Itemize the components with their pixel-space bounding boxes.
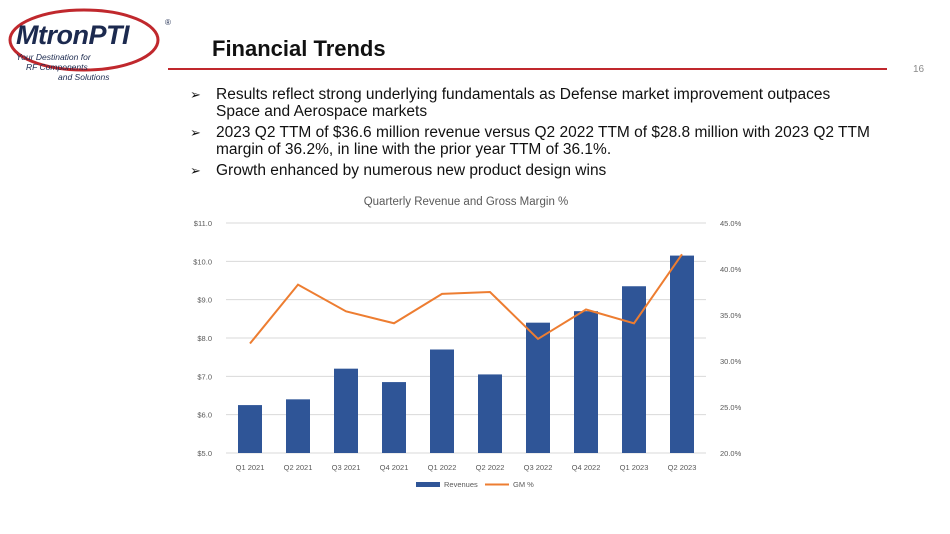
- y-left-tick-label: $6.0: [197, 411, 212, 420]
- x-tick-label: Q4 2021: [380, 463, 409, 472]
- revenue-bar: [478, 374, 502, 453]
- x-tick-label: Q3 2022: [524, 463, 553, 472]
- y-left-tick-label: $11.0: [194, 219, 212, 228]
- gm-percent-line: [249, 253, 683, 345]
- revenue-bar: [622, 286, 646, 453]
- revenue-bar: [238, 405, 262, 453]
- y-left-tick-label: $9.0: [197, 296, 212, 305]
- y-right-tick-label: 30.0%: [720, 357, 742, 366]
- y-left-tick-label: $7.0: [197, 372, 212, 381]
- y-right-tick-label: 45.0%: [720, 219, 742, 228]
- x-tick-label: Q2 2022: [476, 463, 505, 472]
- y-right-tick-label: 40.0%: [720, 265, 742, 274]
- y-right-tick-label: 25.0%: [720, 403, 742, 412]
- revenue-bar: [526, 322, 550, 453]
- bullet-item: ➢ Results reflect strong underlying funda…: [190, 86, 870, 120]
- logo-swoosh: [8, 8, 160, 72]
- bullet-item: ➢ 2023 Q2 TTM of $36.6 million revenue ve…: [190, 124, 870, 158]
- revenue-margin-chart: Quarterly Revenue and Gross Margin % $5.0…: [193, 196, 742, 489]
- y-right-tick-label: 20.0%: [720, 449, 742, 458]
- x-tick-label: Q2 2021: [284, 463, 313, 472]
- title-divider: [168, 68, 887, 70]
- revenue-bar: [286, 399, 310, 453]
- logo-registered-mark: ®: [165, 18, 171, 27]
- y-left-tick-label: $8.0: [197, 334, 212, 343]
- bullet-item: ➢ Growth enhanced by numerous new product…: [190, 162, 870, 179]
- legend-label-gm: GM %: [513, 480, 534, 489]
- logo-tagline: Your Destination for RF Components and S…: [16, 52, 110, 82]
- y-left-tick-label: $5.0: [197, 449, 212, 458]
- y-right-tick-label: 35.0%: [720, 311, 742, 320]
- revenue-bar: [574, 311, 598, 453]
- bullet-text: 2023 Q2 TTM of $36.6 million revenue ver…: [216, 124, 870, 158]
- revenue-bar: [430, 349, 454, 453]
- bullet-list: ➢ Results reflect strong underlying funda…: [190, 86, 870, 183]
- bullet-text: Results reflect strong underlying fundam…: [216, 86, 831, 120]
- company-logo: MtronPTI ® Your Destination for RF Compo…: [6, 6, 176, 82]
- arrowhead-bullet-icon: ➢: [190, 87, 201, 102]
- x-tick-label: Q1 2023: [620, 463, 649, 472]
- revenue-bar: [334, 368, 358, 453]
- logo-tagline-line: and Solutions: [58, 72, 110, 82]
- chart-title: Quarterly Revenue and Gross Margin %: [364, 196, 569, 208]
- x-tick-label: Q2 2023: [668, 463, 697, 472]
- x-tick-label: Q1 2022: [428, 463, 457, 472]
- logo-tagline-line: RF Components: [26, 62, 88, 72]
- arrowhead-bullet-icon: ➢: [190, 125, 201, 140]
- legend-label-revenues: Revenues: [444, 480, 478, 489]
- bullet-text: Growth enhanced by numerous new product …: [216, 162, 607, 179]
- x-tick-label: Q3 2021: [332, 463, 361, 472]
- arrowhead-bullet-icon: ➢: [190, 163, 201, 178]
- page-number: 16: [913, 64, 925, 75]
- logo-tagline-line: Your Destination for: [16, 52, 91, 62]
- logo-wordmark: MtronPTI: [16, 20, 129, 50]
- revenue-bar: [382, 382, 406, 453]
- x-tick-label: Q4 2022: [572, 463, 601, 472]
- x-tick-label: Q1 2021: [236, 463, 265, 472]
- y-left-tick-label: $10.0: [193, 257, 212, 266]
- slide-title: Financial Trends: [212, 36, 386, 61]
- legend-swatch-revenues: [416, 482, 440, 487]
- revenue-bar: [670, 255, 694, 453]
